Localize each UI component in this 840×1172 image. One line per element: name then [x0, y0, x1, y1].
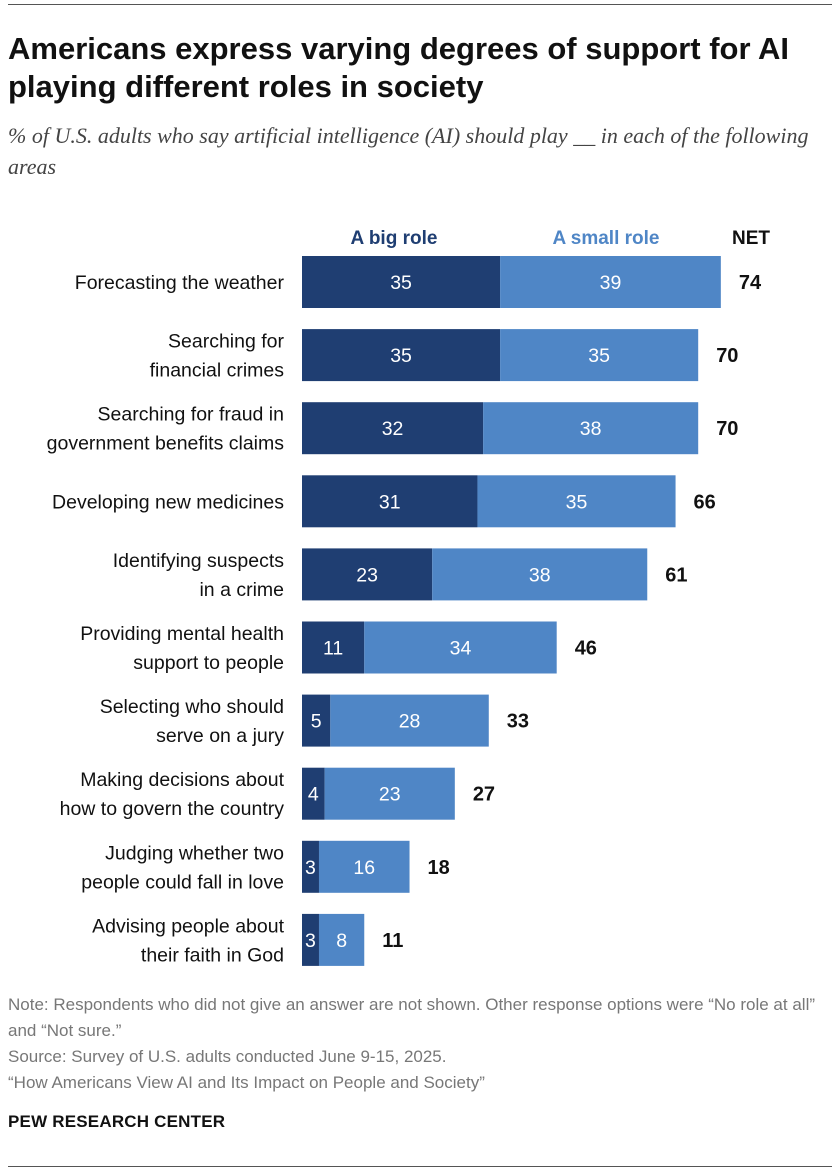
stacked-bar-chart: A big role A small role NET Forecasting the… [47, 228, 771, 966]
bar-small-role [483, 402, 699, 455]
bar-small-role [500, 329, 699, 382]
bar-big-role [302, 621, 365, 674]
category-label: Forecasting the weather [75, 272, 285, 294]
bar-big-role [302, 402, 484, 455]
net-value: 11 [382, 930, 403, 952]
notes-block: Note: Respondents who did not give an an… [8, 992, 834, 1096]
legend-small-role: A small role [552, 228, 659, 249]
bar-big-role [302, 548, 433, 601]
net-value: 74 [739, 272, 762, 294]
net-value: 18 [428, 857, 450, 879]
value-label-small-role: 34 [450, 638, 472, 660]
source-text: Source: Survey of U.S. adults conducted … [8, 1047, 447, 1066]
bar-small-role [364, 621, 557, 674]
bar-small-role [477, 475, 676, 528]
value-label-big-role: 31 [379, 491, 401, 513]
category-label: Searching for financial crimes [150, 331, 285, 382]
bar-small-role [318, 840, 410, 893]
note-text: Note: Respondents who did not give an an… [8, 995, 816, 1040]
value-label-big-role: 32 [382, 418, 404, 440]
value-label-small-role: 39 [600, 272, 622, 294]
category-label: Judging whether two people could fall in … [81, 842, 284, 893]
top-rule [8, 4, 832, 5]
report-title: “How Americans View AI and Its Impact on… [8, 1073, 485, 1092]
category-label: Making decisions about how to govern the … [60, 769, 285, 820]
value-label-big-role: 3 [305, 857, 316, 879]
legend-big-role: A big role [351, 228, 438, 249]
bottom-rule [8, 1166, 832, 1167]
legend-net: NET [732, 228, 770, 249]
category-label: Advising people about their faith in God [92, 915, 284, 966]
bar-small-role [432, 548, 648, 601]
value-label-small-role: 38 [580, 418, 602, 440]
category-label: Developing new medicines [52, 491, 284, 513]
category-label: Providing mental health support to people [80, 623, 284, 674]
value-label-small-role: 8 [336, 930, 347, 952]
value-label-small-role: 16 [353, 857, 375, 879]
net-value: 61 [665, 564, 687, 586]
bar-big-role [302, 475, 478, 528]
bar-big-role [302, 256, 501, 308]
value-label-small-role: 35 [566, 491, 588, 513]
bar-big-role [302, 767, 325, 820]
value-label-big-role: 23 [356, 564, 378, 586]
net-value: 70 [716, 418, 738, 440]
value-label-small-role: 28 [399, 711, 421, 733]
bar-small-role [318, 913, 365, 966]
category-label: Selecting who should serve on a jury [100, 696, 285, 747]
value-label-big-role: 11 [323, 638, 343, 660]
value-label-small-role: 35 [588, 345, 610, 367]
net-value: 46 [575, 638, 597, 660]
value-label-big-role: 5 [311, 711, 322, 733]
bar-big-role [302, 913, 319, 966]
brand-logo-text: PEW RESEARCH CENTER [8, 1112, 226, 1131]
bar-big-role [302, 840, 319, 893]
value-label-big-role: 35 [390, 345, 412, 367]
bar-big-role [302, 329, 501, 382]
net-value: 70 [716, 345, 738, 367]
value-label-small-role: 23 [379, 784, 401, 806]
value-label-big-role: 35 [390, 272, 412, 294]
value-label-small-role: 38 [529, 564, 551, 586]
category-label: Searching for fraud in government benefit… [47, 404, 285, 455]
bar-small-role [500, 256, 721, 308]
net-value: 66 [694, 491, 716, 513]
chart-title: Americans express varying degrees of sup… [8, 31, 789, 104]
bar-small-role [324, 767, 455, 820]
category-label: Identifying suspects in a crime [113, 550, 285, 601]
net-value: 27 [473, 784, 495, 806]
bar-big-role [302, 694, 331, 747]
value-label-big-role: 3 [305, 930, 316, 952]
net-value: 33 [507, 711, 529, 733]
chart-subtitle: % of U.S. adults who say artificial inte… [8, 123, 809, 179]
bar-small-role [330, 694, 489, 747]
value-label-big-role: 4 [308, 784, 319, 806]
